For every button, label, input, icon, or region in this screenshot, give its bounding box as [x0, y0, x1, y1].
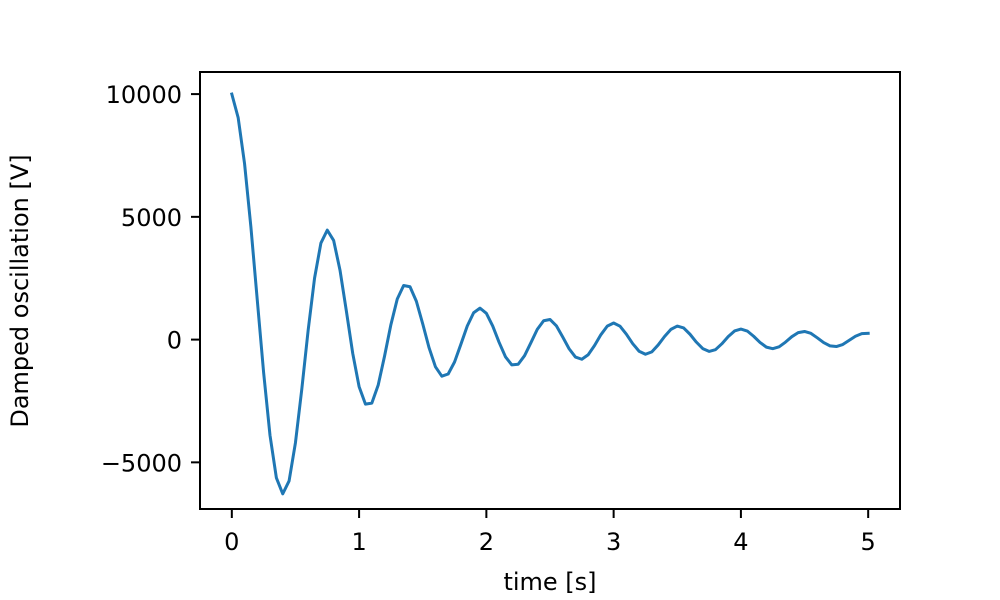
series-line-0: [229, 92, 870, 496]
y-tick-label: 0: [167, 327, 182, 355]
x-tick-label: 0: [224, 528, 239, 556]
x-tick-label: 1: [351, 528, 366, 556]
y-tick-label: 5000: [121, 204, 182, 232]
y-tick-label: −5000: [101, 449, 182, 477]
y-axis: −5000 0 5000 10000: [101, 81, 200, 477]
x-tick-label: 3: [606, 528, 621, 556]
x-tick-label: 5: [861, 528, 876, 556]
x-tick-label: 4: [733, 528, 748, 556]
y-axis-title: Damped oscillation [V]: [6, 154, 34, 427]
x-tick-label: 2: [479, 528, 494, 556]
x-axis: 0 1 2 3 4 5: [224, 509, 876, 556]
plot-area: [229, 92, 870, 496]
x-axis-title: time [s]: [503, 568, 596, 596]
y-tick-label: 10000: [106, 81, 182, 109]
axes-frame: [199, 71, 901, 510]
